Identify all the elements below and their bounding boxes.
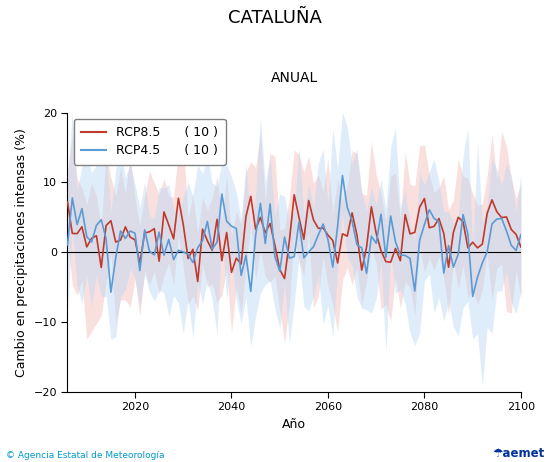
Text: ☂aemet: ☂aemet	[492, 447, 544, 460]
Title: ANUAL: ANUAL	[271, 71, 318, 85]
Text: © Agencia Estatal de Meteorología: © Agencia Estatal de Meteorología	[6, 451, 164, 460]
Y-axis label: Cambio en precipitaciones intensas (%): Cambio en precipitaciones intensas (%)	[15, 128, 28, 377]
X-axis label: Año: Año	[282, 418, 306, 431]
Legend: RCP8.5      ( 10 ), RCP4.5      ( 10 ): RCP8.5 ( 10 ), RCP4.5 ( 10 )	[74, 119, 226, 165]
Text: CATALUÑA: CATALUÑA	[228, 9, 322, 27]
